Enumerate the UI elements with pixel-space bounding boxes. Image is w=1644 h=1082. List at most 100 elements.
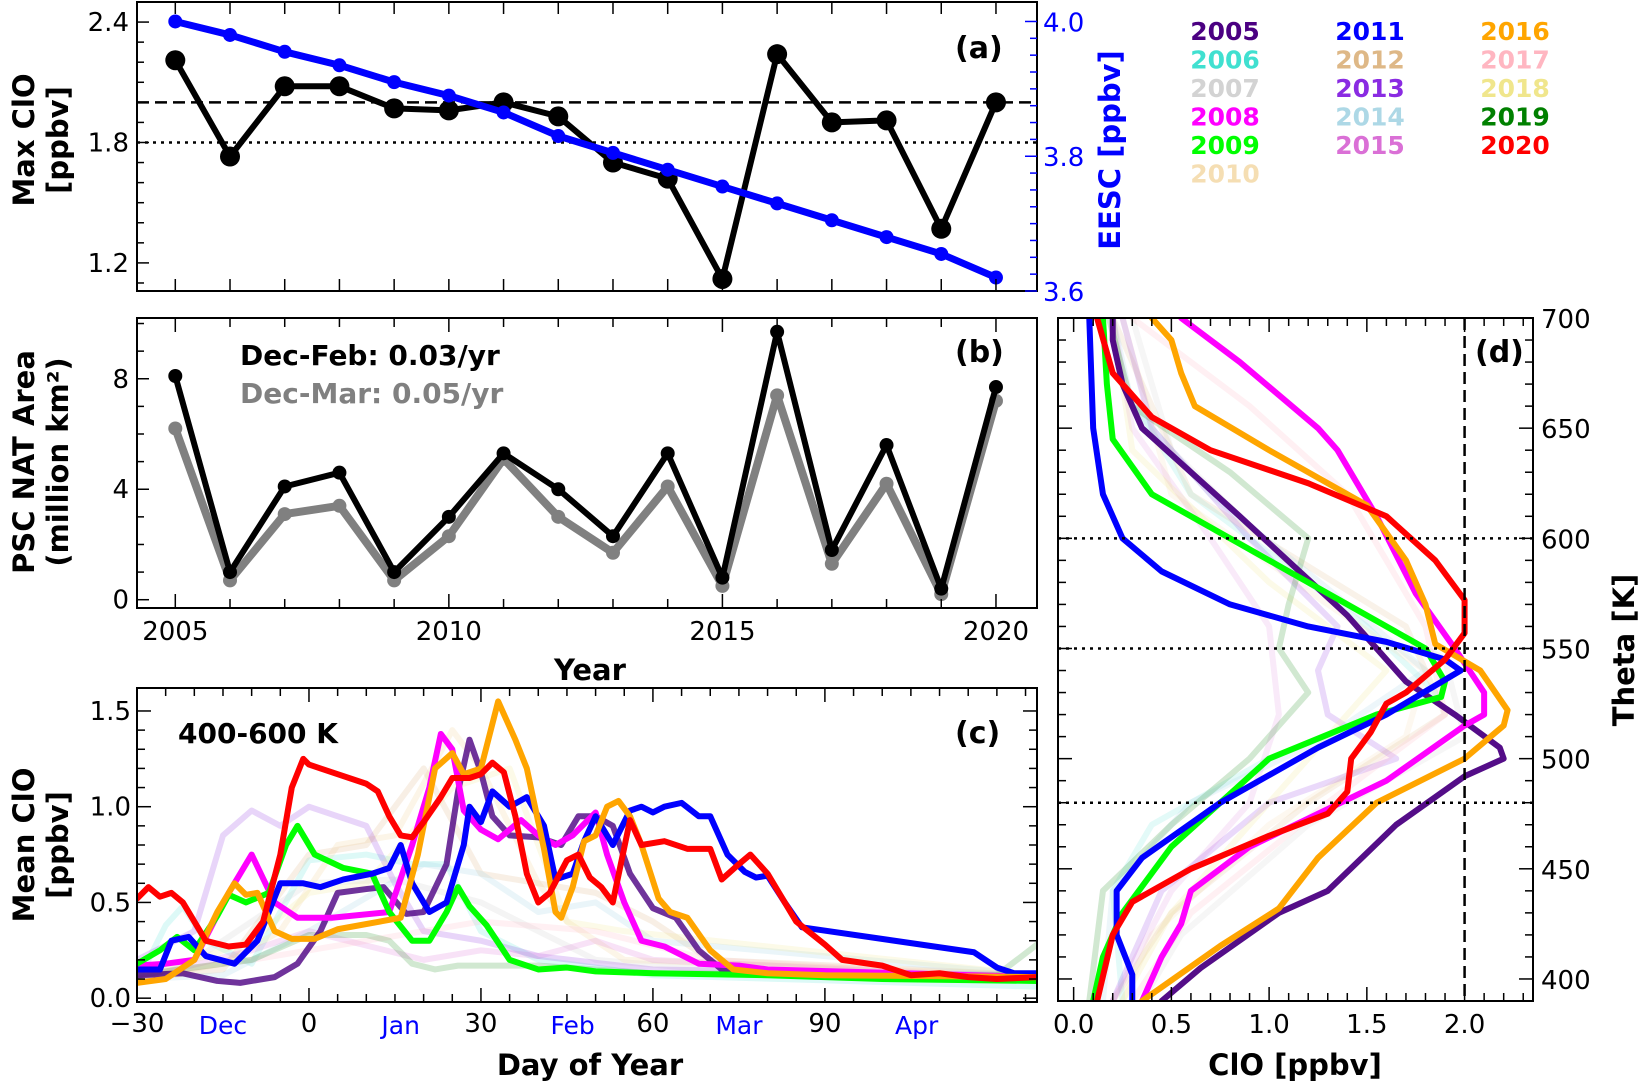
x-tick-label: −30	[110, 1009, 165, 1039]
series-line-2012	[137, 765, 1037, 983]
panel-c: −30 0 30 60 90 Dec Jan Feb Mar Apr 0.0 0.5 1.0 1.5 (c…	[7, 687, 1038, 1082]
data-point-eesc	[277, 44, 292, 59]
panel-a: 1.2 1.8 2.4 3.6 3.8 4.0 (a) Max ClO [ppbv] EE…	[7, 1, 1127, 308]
legend-entry-2010: 2010	[1190, 160, 1260, 189]
panel-d-series	[1058, 318, 1533, 1001]
y-tick-label: 1.0	[90, 793, 131, 823]
panel-a-series	[165, 14, 1006, 289]
y-tick-label: 1.8	[88, 128, 129, 158]
panel-c-ylabel-line2: [ppbv]	[41, 791, 75, 899]
panel-c-ylabel-line1: Mean ClO	[7, 768, 41, 923]
data-point-dec-feb	[332, 465, 347, 480]
series-line-2012	[1109, 318, 1449, 1001]
x-tick-label: 30	[464, 1009, 497, 1039]
y-tick-label: 600	[1541, 525, 1591, 555]
data-point-dec-feb	[988, 380, 1003, 395]
data-point-dec-feb	[715, 570, 730, 585]
legend-entry-2020: 2020	[1480, 131, 1550, 160]
series-line-2015	[137, 928, 1037, 983]
y-tick-label: 550	[1541, 635, 1591, 665]
legend-entry-2018: 2018	[1480, 74, 1550, 103]
data-point-max-clo	[548, 106, 569, 127]
series-line-2008	[137, 730, 1037, 981]
data-point-max-clo	[220, 146, 241, 167]
data-point-eesc	[496, 105, 511, 120]
data-point-dec-mar	[332, 498, 347, 513]
data-point-eesc	[605, 145, 620, 160]
series-line-2008	[1139, 318, 1488, 1001]
series-line-2009	[1090, 318, 1449, 1001]
panel-a-ticks: 1.2 1.8 2.4 3.6 3.8 4.0	[88, 2, 1084, 308]
x-tick-label: 0.5	[1151, 1010, 1192, 1040]
series-line-2013	[137, 803, 1037, 979]
data-point-max-clo	[329, 76, 350, 97]
data-point-eesc	[988, 270, 1003, 285]
series-line-2011	[1086, 318, 1464, 1001]
series-line-2016	[1139, 318, 1511, 1001]
panel-c-xlabel: Day of Year	[497, 1048, 684, 1082]
data-point-dec-mar	[277, 507, 292, 522]
panel-a-ylabel-line2: [ppbv]	[41, 86, 75, 194]
data-point-dec-mar	[824, 556, 839, 571]
data-point-max-clo	[767, 44, 788, 65]
series-line-2006	[1109, 318, 1439, 1001]
panel-b-ylabel-line2: (million km²)	[41, 357, 75, 566]
legend-entry-2016: 2016	[1480, 17, 1550, 46]
panel-a-label: (a)	[955, 31, 1003, 66]
data-point-eesc	[332, 58, 347, 73]
data-point-eesc	[879, 230, 894, 245]
data-point-dec-feb	[223, 565, 238, 580]
data-point-max-clo	[931, 218, 952, 239]
y-tick-label: 1.5	[90, 697, 131, 727]
data-point-dec-mar	[441, 529, 456, 544]
data-point-dec-mar	[605, 545, 620, 560]
legend-entry-2005: 2005	[1190, 17, 1260, 46]
panel-b-annotation-dec-feb: Dec-Feb: 0.03/yr	[240, 339, 500, 372]
panel-d-ylabel: Theta [K]	[1607, 574, 1641, 727]
y2-tick-label: 3.6	[1043, 278, 1084, 308]
x-tick-label: 90	[808, 1009, 841, 1039]
x-tick-label: 1.0	[1248, 1010, 1289, 1040]
panel-b-frame	[136, 317, 1038, 609]
series-line-2018	[1109, 318, 1390, 1001]
data-point-dec-feb	[441, 509, 456, 524]
panel-d-xlabel: ClO [ppbv]	[1208, 1048, 1382, 1082]
x-tick-label: 0.0	[1053, 1010, 1094, 1040]
data-point-eesc	[934, 246, 949, 261]
y-tick-label: 400	[1541, 966, 1591, 996]
data-point-eesc	[441, 88, 456, 103]
data-point-max-clo	[384, 98, 405, 119]
x-tick-label: 0	[301, 1009, 318, 1039]
y-tick-label: 650	[1541, 415, 1591, 445]
x-tick-label: 60	[636, 1009, 669, 1039]
x-tick-label: 2.0	[1444, 1010, 1485, 1040]
series-line-2020	[1094, 318, 1468, 1001]
data-point-max-clo	[876, 110, 897, 131]
data-point-eesc	[660, 162, 675, 177]
legend-entry-2006: 2006	[1190, 46, 1260, 75]
data-point-eesc	[715, 179, 730, 194]
panel-b: 2005 2010 2015 2020 0 4 8 (b) Dec-Feb: 0.03/yr…	[7, 317, 1038, 687]
data-point-dec-mar	[168, 421, 183, 436]
y2-tick-label: 3.8	[1043, 143, 1084, 173]
month-label-dec: Dec	[199, 1011, 247, 1040]
panel-c-label: (c)	[955, 716, 1000, 751]
panel-d-label: (d)	[1475, 335, 1524, 370]
legend-entry-2012: 2012	[1335, 46, 1405, 75]
data-point-dec-mar	[551, 509, 566, 524]
month-label-mar: Mar	[715, 1011, 763, 1040]
y-tick-label: 500	[1541, 746, 1591, 776]
data-point-dec-feb	[605, 529, 620, 544]
panel-c-series	[137, 698, 1037, 990]
data-point-dec-feb	[660, 446, 675, 461]
panel-d-frame	[1057, 317, 1534, 1002]
panel-d: 0.0 0.5 1.0 1.5 2.0 400 450 500 550 600 650 700 (d)…	[1053, 305, 1641, 1082]
panel-b-ylabel-line1: PSC NAT Area	[7, 350, 41, 574]
series-line-max-clo	[172, 51, 999, 282]
data-point-eesc	[168, 14, 183, 29]
data-point-max-clo	[821, 112, 842, 133]
x-tick-label: 2020	[963, 617, 1029, 647]
legend-entry-2007: 2007	[1190, 74, 1260, 103]
legend-entry-2019: 2019	[1480, 103, 1550, 132]
